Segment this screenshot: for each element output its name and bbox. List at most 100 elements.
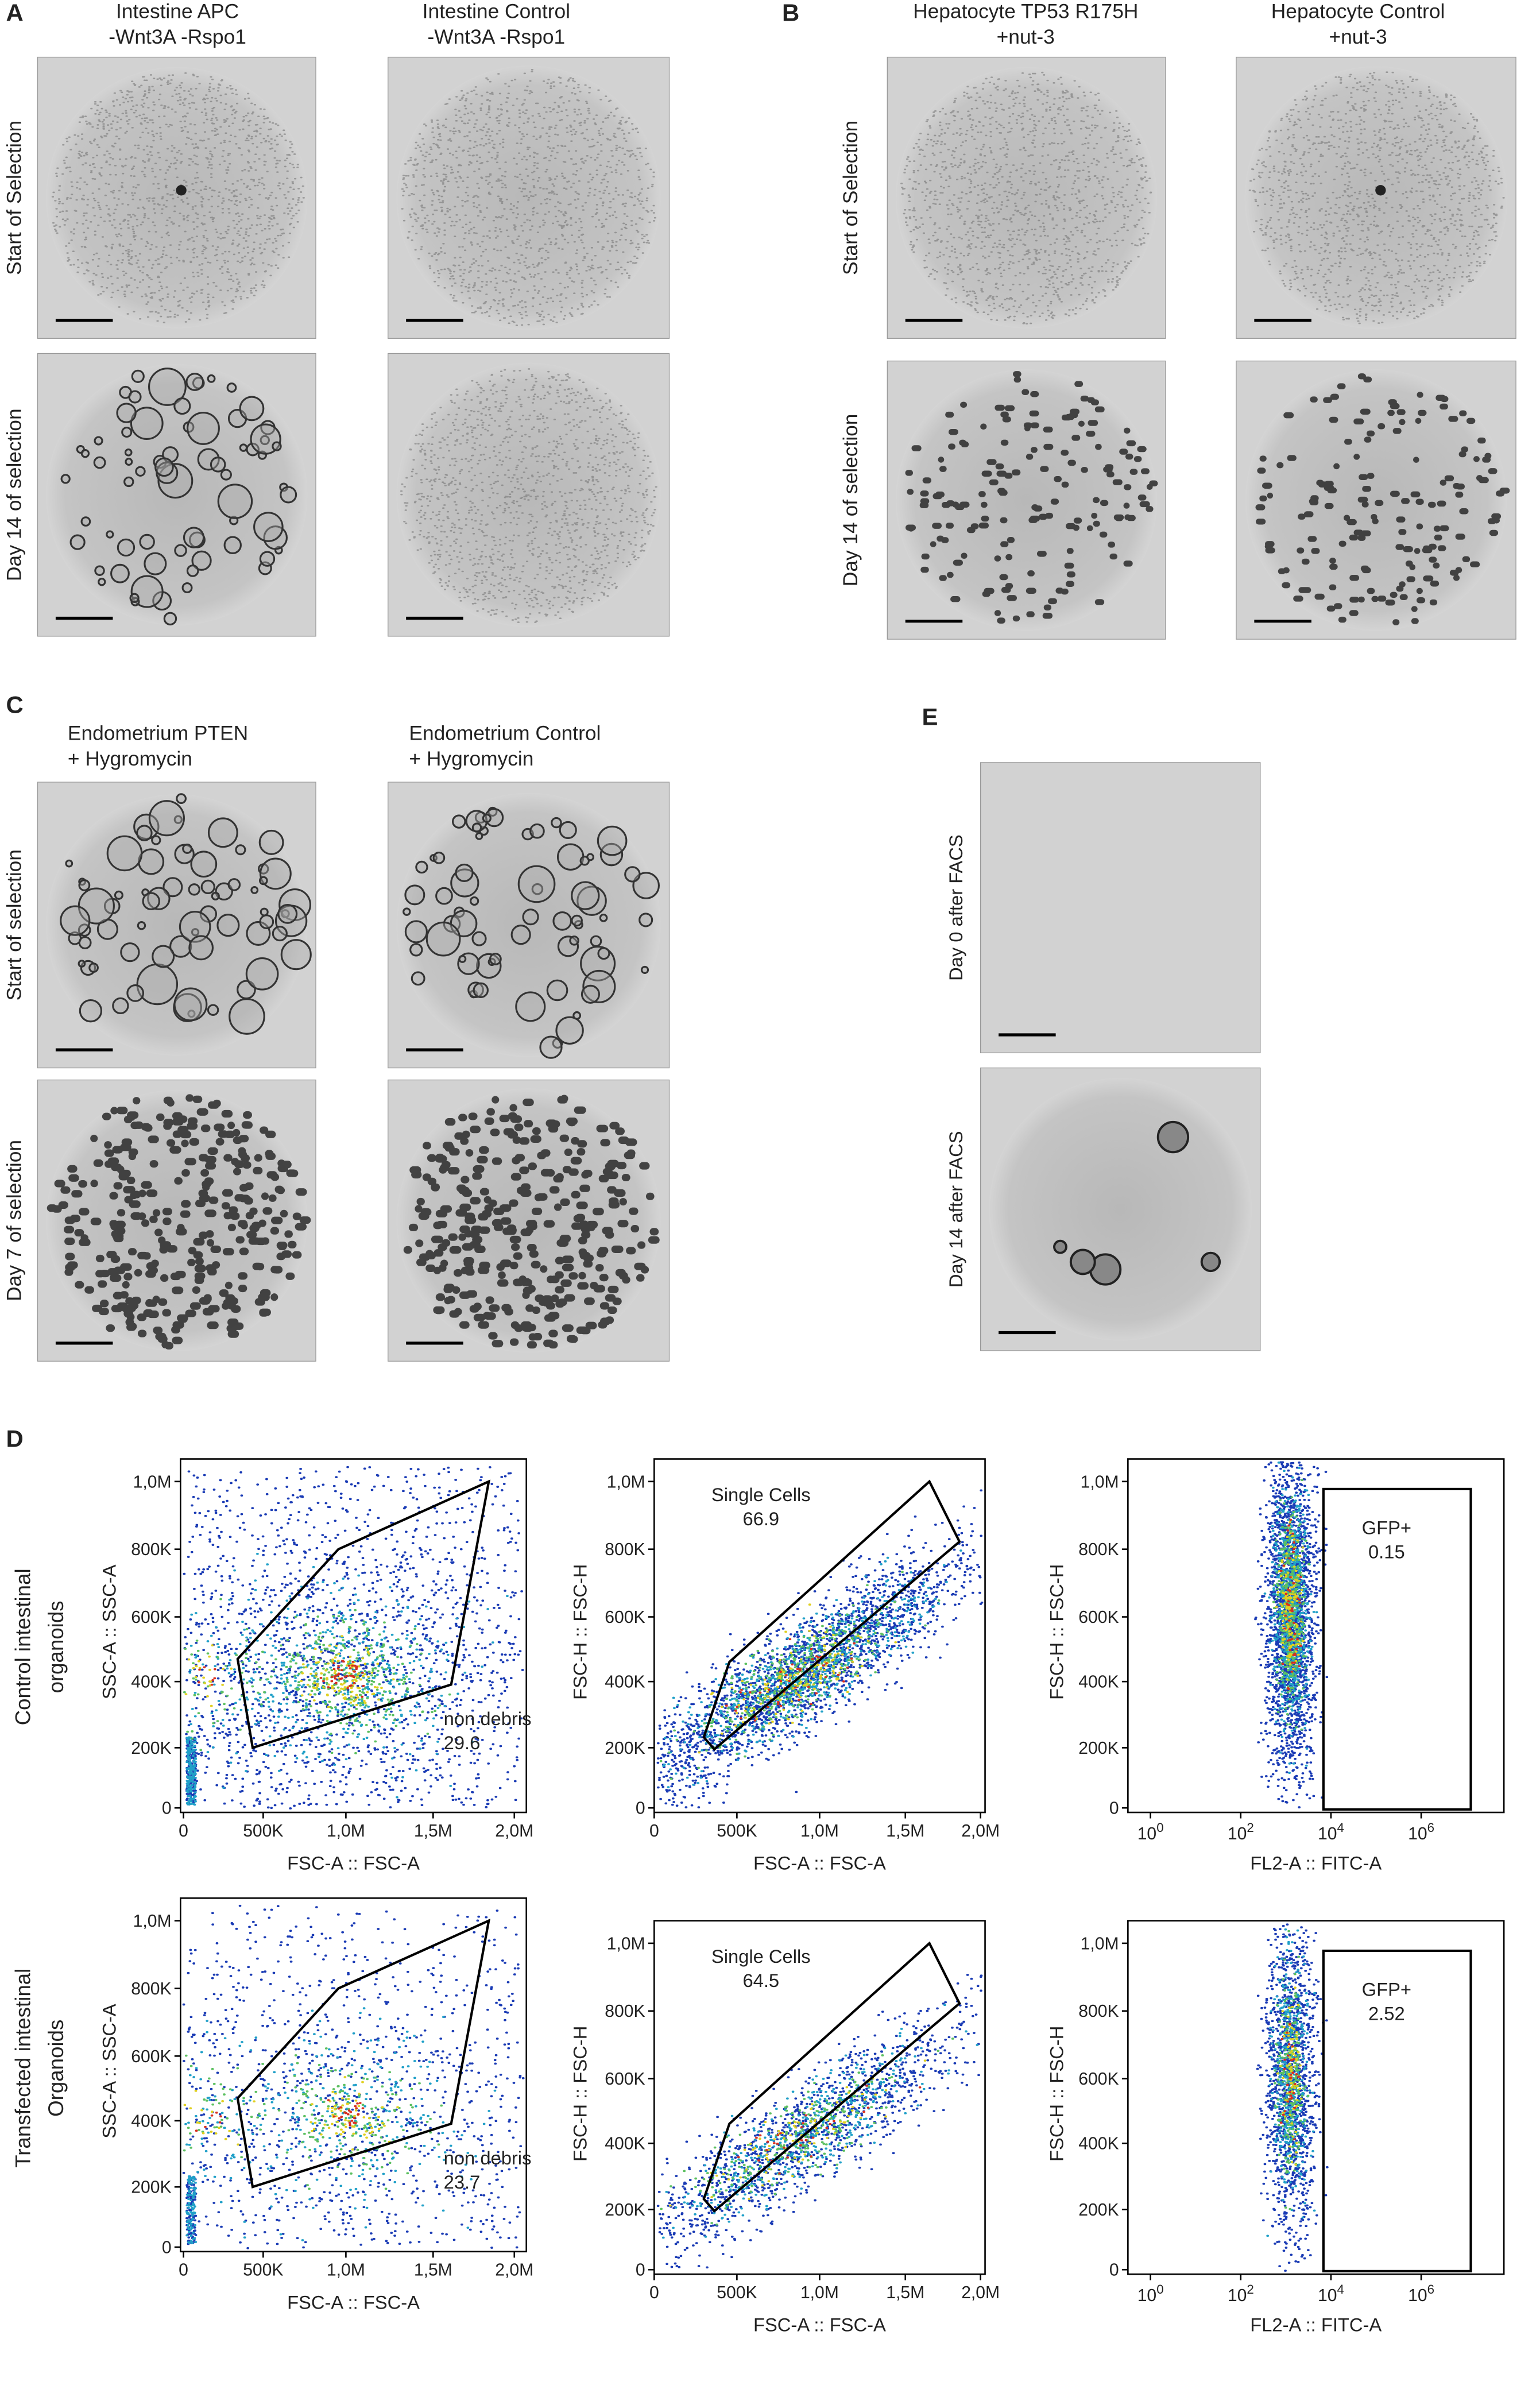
organoid [154,457,174,477]
droplet [1244,66,1508,330]
micrograph [37,56,316,339]
y-tick-label: 400K [1078,1673,1119,1692]
x-tick-label: 1,0M [327,2261,365,2280]
tick-base: 10 [1137,1824,1156,1843]
event-dots [183,2076,399,2151]
row-label: Day 0 after FACS [945,834,966,981]
y-tick-label: 0 [636,2261,645,2280]
organoid [191,550,212,571]
organoid [210,457,226,473]
organoid [80,516,91,527]
droplet [895,67,1158,329]
y-tick-label: 0 [162,1799,172,1818]
organoid [515,991,546,1022]
event-dots [660,2038,954,2226]
y-tick-label: 400K [605,2135,645,2154]
micrograph [887,360,1166,640]
tick-exp: 6 [1427,1820,1434,1835]
x-tick-label: 1,5M [886,2283,924,2302]
y-tick-label: 1,0M [133,1472,172,1491]
y-tick-label: 400K [131,1673,171,1692]
gate-label: Single Cells [711,1484,811,1505]
column-title: Hepatocyte TP53 R175H [913,0,1138,22]
x-tick-label: 500K [717,1822,757,1841]
organoid [106,530,114,539]
column-title: +nut-3 [1329,26,1387,48]
y-axis-label: SSC-A :: SSC-A [99,2004,120,2139]
colony [176,185,187,196]
x-axis-label: FL2-A :: FITC-A [1250,1853,1382,1874]
gate-label: 29.6 [444,1732,481,1753]
organoid [144,552,167,575]
organoid [239,443,248,452]
organoid [473,982,489,999]
clumps [905,371,1158,624]
x-tick-label: 106 [1408,2282,1434,2305]
organoid [187,411,220,445]
panel-letter: B [782,0,799,26]
organoid [280,486,297,504]
organoid [277,903,298,924]
organoid [467,981,484,998]
organoid [207,817,238,848]
gate-label: 2.52 [1368,2002,1405,2024]
organoid [94,565,105,576]
organoid [226,382,237,393]
column-title: + Hygromycin [68,748,192,770]
organoid [137,921,146,930]
organoid [148,368,187,406]
event-dots [183,1598,451,1754]
organoid [455,863,474,882]
micrograph [388,1079,670,1362]
organoid [169,935,192,958]
x-tick-label: 102 [1228,1820,1254,1843]
column-title: Intestine APC [116,0,239,22]
y-tick-label: 400K [605,1673,645,1692]
organoid [60,905,91,936]
organoid [411,971,425,986]
x-tick-label: 2,0M [961,1822,1000,1841]
organoid [471,931,487,946]
organoid [188,935,214,961]
gate-label: non debris [444,1708,532,1729]
event-dots [184,1635,395,1708]
organoid [148,800,185,837]
tick-base: 10 [1318,2286,1337,2305]
organoid [539,1035,563,1059]
x-tick-label: 0 [179,2261,188,2280]
gate-label: 0.15 [1368,1541,1405,1562]
micrograph [37,782,316,1069]
organoid [78,960,86,968]
y-tick-label: 200K [1078,2201,1119,2220]
organoid [78,936,92,949]
organoid [117,538,136,557]
x-axis-label: FSC-A :: FSC-A [287,2291,420,2313]
column-title: -Wnt3A -Rspo1 [109,26,246,48]
x-axis-label: FL2-A :: FITC-A [1250,2314,1382,2336]
gate-label: 23.7 [444,2171,481,2193]
gate-label: non debris [444,2147,532,2168]
y-tick-label: 600K [605,1608,645,1627]
organoid [179,911,211,943]
organoid [435,887,453,905]
y-tick-label: 0 [1109,1799,1119,1818]
organoid [93,456,106,469]
organoid [624,866,641,883]
panel-letter: D [6,1425,23,1452]
organoid [123,476,134,488]
image-bg [980,762,1261,1054]
y-tick-label: 800K [131,1980,171,1998]
organoid [556,843,585,871]
plot-frame [180,1458,528,1814]
row-label: Start of Selection [3,121,26,275]
organoid [98,578,106,586]
organoid [229,998,265,1035]
x-axis-label: FSC-A :: FSC-A [753,1853,886,1874]
organoid [78,879,91,891]
organoid [581,984,600,1004]
gate [702,1479,961,1751]
event-dots [1279,1518,1302,1690]
micrograph [37,353,316,637]
organoid [517,865,556,903]
tick-exp: 0 [1156,2282,1163,2297]
